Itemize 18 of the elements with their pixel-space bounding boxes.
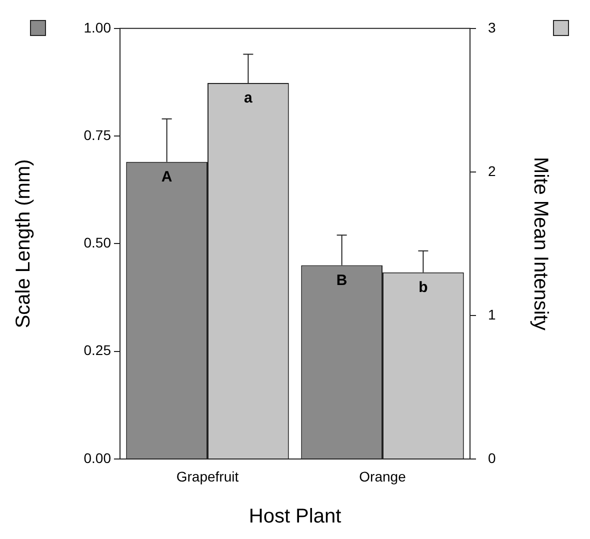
- y-tick-label: 0.50: [84, 234, 112, 251]
- data-label: B: [336, 272, 348, 289]
- y-axis-title: Scale Length (mm): [12, 159, 35, 328]
- data-label: b: [418, 279, 428, 296]
- y2-axis-title: Mite Mean Intensity: [529, 156, 552, 330]
- y-tick-label: 0.25: [84, 342, 112, 358]
- x-tick-label: Orange: [359, 468, 406, 484]
- y2-tick-label: 1: [488, 306, 496, 322]
- y2-tick-label: 3: [488, 19, 496, 36]
- x-tick-label: Grapefruit: [176, 468, 239, 484]
- data-label: a: [244, 90, 254, 107]
- y2-tick-label: 2: [488, 162, 496, 179]
- y-tick-label: 1.00: [84, 19, 112, 36]
- x-axis-title: Host Plant: [248, 506, 342, 528]
- y-tick-label: 0.75: [84, 126, 112, 143]
- y-tick-label: 0.00: [84, 450, 112, 466]
- y2-tick-label: 0: [488, 450, 496, 466]
- data-label: A: [161, 168, 172, 186]
